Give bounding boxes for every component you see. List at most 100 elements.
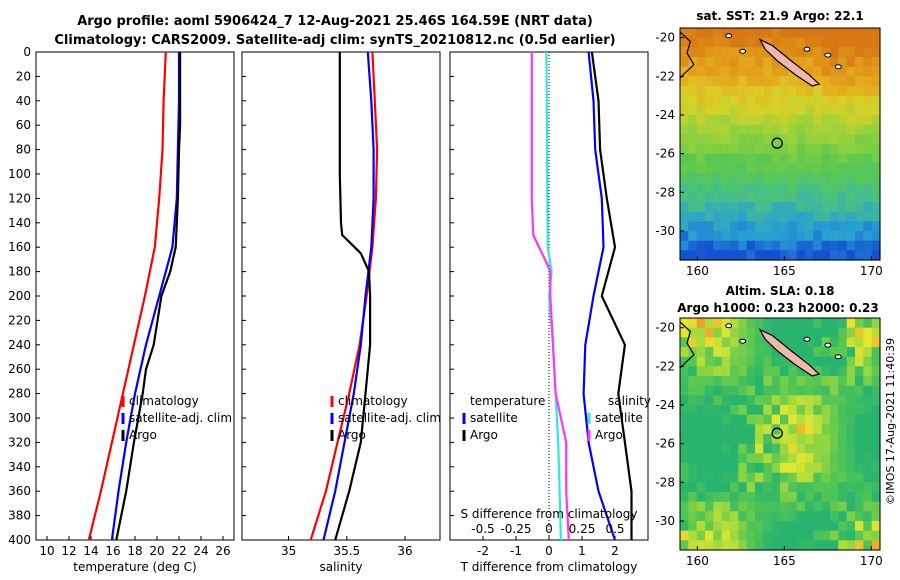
map-cell bbox=[855, 337, 864, 348]
map-cell bbox=[755, 385, 764, 396]
map-cell bbox=[863, 414, 873, 425]
map-cell bbox=[771, 231, 781, 242]
map-cell bbox=[830, 385, 839, 396]
map-cell bbox=[763, 492, 773, 503]
map-cell bbox=[813, 540, 823, 551]
map-cell bbox=[855, 144, 864, 155]
map-cell bbox=[821, 366, 831, 377]
map-cell bbox=[688, 211, 698, 222]
map-cell bbox=[738, 521, 748, 532]
map-cell bbox=[680, 463, 689, 474]
map-cell bbox=[730, 95, 739, 106]
map-cell bbox=[863, 318, 873, 329]
x2-tick-label: 0 bbox=[545, 522, 553, 536]
map-cell bbox=[746, 66, 756, 77]
map-cell bbox=[855, 521, 864, 532]
map-cell bbox=[755, 221, 764, 232]
map-cell bbox=[721, 173, 731, 184]
map-cell bbox=[680, 211, 689, 222]
map-cell bbox=[680, 530, 689, 541]
map-cell bbox=[855, 192, 864, 203]
temperature-profile-frame bbox=[35, 51, 235, 541]
map-cell bbox=[705, 134, 714, 145]
y-tick-label: 280 bbox=[8, 387, 31, 401]
map-cell bbox=[763, 385, 773, 396]
map-cell bbox=[755, 192, 764, 203]
map-cell bbox=[696, 28, 706, 39]
map-cell bbox=[688, 337, 698, 348]
map-cell bbox=[680, 366, 689, 377]
map-cell bbox=[721, 221, 731, 232]
map-cell bbox=[705, 414, 714, 425]
map-cell bbox=[738, 134, 748, 145]
map-cell bbox=[813, 501, 823, 512]
map-cell bbox=[688, 240, 698, 251]
map-cell bbox=[863, 57, 873, 68]
map-cell bbox=[763, 347, 773, 358]
map-cell bbox=[871, 231, 881, 242]
map-cell bbox=[755, 443, 764, 454]
map-cell bbox=[763, 124, 773, 135]
map-cell bbox=[796, 192, 806, 203]
map-cell bbox=[805, 95, 814, 106]
map-cell bbox=[813, 211, 823, 222]
map-cell bbox=[688, 501, 698, 512]
map-cell bbox=[680, 240, 689, 251]
sst-map-frame bbox=[679, 27, 881, 261]
map-cell bbox=[746, 231, 756, 242]
map-cell bbox=[771, 347, 781, 358]
map-cell bbox=[755, 453, 764, 464]
map-cell bbox=[821, 395, 831, 406]
map-cell bbox=[813, 414, 823, 425]
map-cell bbox=[688, 182, 698, 193]
map-cell bbox=[746, 163, 756, 174]
map-cell bbox=[746, 211, 756, 222]
map-cell bbox=[730, 443, 739, 454]
map-cell bbox=[830, 530, 839, 541]
map-cell bbox=[746, 501, 756, 512]
map-cell bbox=[871, 28, 881, 39]
map-cell bbox=[771, 240, 781, 251]
map-cell bbox=[680, 231, 689, 242]
map-cell bbox=[805, 376, 814, 387]
map-cell bbox=[863, 356, 873, 367]
map-cell bbox=[863, 86, 873, 97]
map-cell bbox=[838, 144, 848, 155]
map-cell bbox=[713, 472, 723, 483]
map-cell bbox=[830, 501, 839, 512]
x-tick-label: 26 bbox=[215, 544, 230, 558]
map-cell bbox=[846, 66, 856, 77]
map-cell bbox=[696, 492, 706, 503]
map-cell bbox=[713, 521, 723, 532]
map-cell bbox=[746, 115, 756, 126]
island bbox=[725, 323, 733, 329]
map-cell bbox=[721, 337, 731, 348]
map-cell bbox=[855, 414, 864, 425]
island bbox=[824, 342, 832, 348]
map-cell bbox=[780, 76, 789, 87]
map-cell bbox=[830, 337, 839, 348]
sla-map-frame bbox=[679, 317, 881, 551]
map-cell bbox=[721, 501, 731, 512]
map-cell bbox=[738, 95, 748, 106]
map-cell bbox=[871, 347, 881, 358]
map-cell bbox=[830, 134, 839, 145]
x-tick-label: 160 bbox=[686, 554, 709, 568]
island bbox=[834, 354, 842, 360]
map-cell bbox=[855, 492, 864, 503]
map-cell bbox=[713, 511, 723, 522]
map-cell bbox=[838, 47, 848, 58]
map-cell bbox=[730, 414, 739, 425]
map-cell bbox=[771, 511, 781, 522]
map-cell bbox=[838, 376, 848, 387]
map-cell bbox=[838, 463, 848, 474]
map-cell bbox=[838, 115, 848, 126]
map-cell bbox=[738, 376, 748, 387]
map-cell bbox=[746, 443, 756, 454]
map-cell bbox=[680, 182, 689, 193]
map-cell bbox=[721, 153, 731, 164]
map-cell bbox=[688, 144, 698, 155]
map-cell bbox=[771, 115, 781, 126]
map-cell bbox=[696, 124, 706, 135]
map-cell bbox=[780, 540, 789, 551]
